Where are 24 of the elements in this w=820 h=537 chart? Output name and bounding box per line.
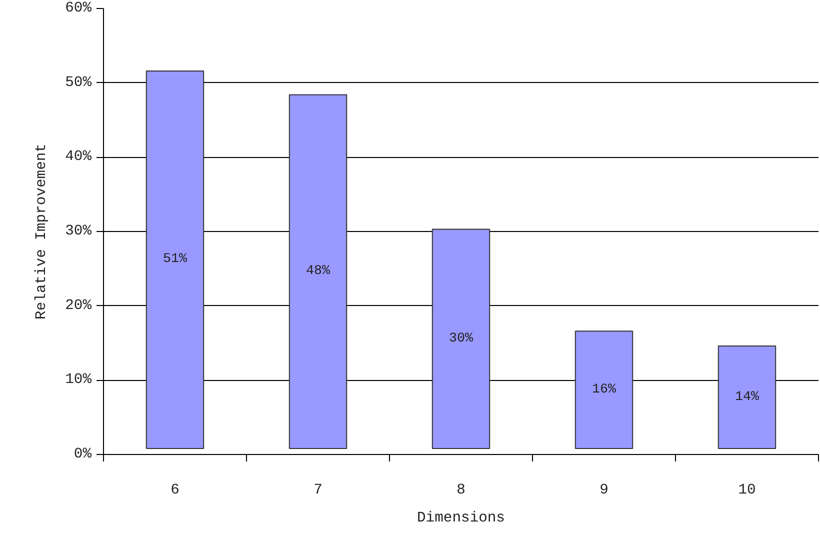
bar — [146, 70, 204, 450]
x-tick-label: 8 — [456, 482, 466, 498]
data-label: 30% — [449, 331, 474, 346]
bar — [288, 94, 348, 450]
x-tick-label: 6 — [170, 482, 180, 498]
y-tick-label: 60% — [65, 0, 92, 16]
y-axis-title: Relative Improvement — [34, 144, 50, 320]
y-tick-label: 10% — [65, 372, 92, 388]
bar — [718, 345, 776, 450]
x-tick-label: 10 — [738, 482, 756, 498]
x-tick-label: 9 — [600, 482, 608, 498]
bar — [574, 330, 634, 450]
y-tick-label: 50% — [65, 74, 92, 91]
data-label: 48% — [306, 264, 330, 280]
bar — [432, 228, 490, 450]
data-label: 14% — [735, 390, 760, 405]
x-tick-label: 7 — [314, 482, 322, 498]
data-label: 16% — [592, 382, 616, 398]
y-tick-label: 40% — [65, 149, 92, 166]
y-tick-label: 20% — [65, 298, 92, 314]
y-tick-label: 30% — [65, 224, 92, 240]
x-axis-title: Dimensions — [417, 510, 505, 526]
y-tick-label: 0% — [74, 446, 92, 462]
data-label: 51% — [163, 252, 188, 268]
